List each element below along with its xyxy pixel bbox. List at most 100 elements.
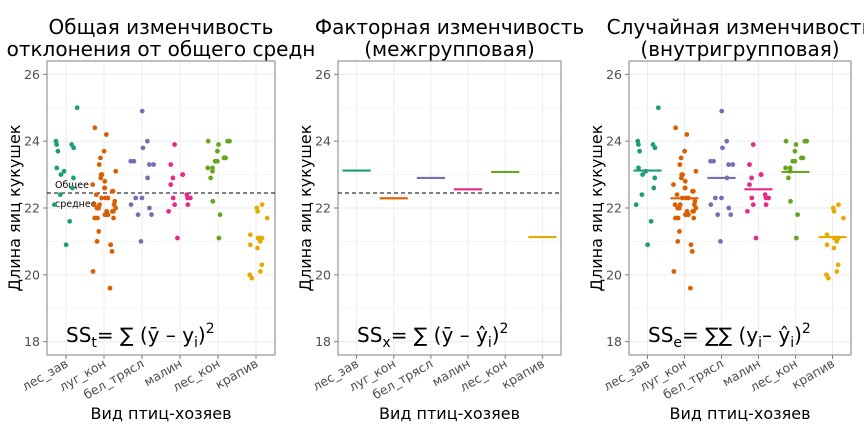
data-point: [728, 212, 734, 218]
data-point: [795, 212, 800, 218]
data-point: [168, 182, 174, 188]
data-point: [103, 212, 109, 218]
data-point: [151, 162, 156, 167]
data-point: [762, 192, 768, 198]
x-tick-label: крапив: [789, 356, 837, 392]
panel-title-line: отклонения от общего средн: [7, 37, 316, 61]
data-point: [133, 195, 139, 201]
data-point: [639, 192, 645, 198]
data-point: [138, 239, 144, 244]
data-point: [785, 175, 791, 181]
data-point: [215, 148, 220, 154]
data-point: [98, 172, 104, 177]
data-point: [834, 269, 840, 274]
data-point: [71, 175, 76, 181]
data-point: [172, 142, 178, 147]
data-point: [113, 205, 119, 211]
data-point: [651, 185, 657, 191]
data-point: [210, 168, 215, 174]
data-point: [71, 145, 77, 151]
data-point: [648, 218, 654, 224]
data-point: [690, 208, 696, 214]
data-point: [247, 242, 253, 248]
data-point: [675, 215, 681, 221]
data-point: [750, 202, 756, 208]
x-tick-label: крапив: [499, 356, 547, 392]
data-point: [636, 142, 641, 147]
data-point: [637, 148, 643, 154]
data-point: [264, 215, 270, 221]
y-tick-label: 22: [24, 201, 40, 216]
data-point: [726, 162, 732, 167]
data-point: [109, 249, 115, 254]
data-point: [131, 158, 137, 164]
data-point: [101, 148, 107, 154]
data-point: [792, 158, 798, 164]
data-point: [674, 192, 680, 198]
data-point: [216, 235, 222, 241]
data-point: [824, 242, 830, 248]
data-point: [673, 125, 678, 131]
y-tick-label: 22: [606, 201, 622, 216]
data-point: [210, 198, 216, 204]
data-point: [92, 125, 98, 131]
data-point: [835, 262, 841, 268]
data-point: [147, 205, 152, 211]
data-point: [719, 195, 724, 201]
data-point: [96, 162, 102, 167]
data-point: [214, 158, 220, 164]
data-point: [691, 215, 697, 221]
data-point: [135, 212, 141, 218]
y-tick-label: 26: [24, 67, 40, 82]
data-point: [798, 155, 804, 161]
data-point: [217, 212, 223, 218]
y-axis-label: Длина яиц кукушек: [296, 124, 315, 291]
data-point: [682, 148, 687, 154]
data-point: [221, 155, 227, 161]
y-axis-label: Длина яиц кукушек: [5, 124, 24, 291]
data-point: [111, 215, 116, 221]
data-point: [804, 138, 810, 144]
data-point: [256, 235, 262, 241]
y-tick-label: 24: [606, 134, 622, 149]
data-point: [255, 245, 260, 251]
data-point: [749, 195, 755, 201]
data-point: [110, 188, 116, 194]
grand-mean-label: Общее: [55, 180, 89, 191]
data-point: [836, 202, 841, 208]
data-point: [102, 178, 108, 184]
data-point: [166, 208, 172, 214]
data-point: [70, 185, 75, 191]
panel-title-line: Общая изменчивость: [49, 15, 274, 39]
data-point: [108, 242, 114, 248]
y-tick-label: 18: [315, 334, 331, 349]
data-point: [172, 202, 178, 208]
y-tick-label: 20: [24, 267, 40, 282]
data-point: [684, 212, 689, 218]
data-point: [636, 165, 641, 171]
grand-mean-label: среднее: [55, 199, 97, 210]
data-point: [146, 162, 152, 167]
data-point: [216, 142, 221, 147]
data-point: [840, 215, 846, 221]
data-point: [671, 269, 677, 274]
panel-title-line: (внутригрупповая): [640, 37, 839, 61]
data-point: [168, 162, 174, 167]
data-point: [67, 218, 73, 224]
data-point: [724, 138, 730, 144]
data-point: [693, 205, 699, 211]
data-point: [113, 168, 119, 174]
data-point: [753, 235, 759, 241]
data-point: [98, 155, 103, 161]
data-point: [254, 205, 260, 211]
data-point: [682, 178, 688, 184]
data-point: [645, 242, 651, 248]
data-point: [180, 172, 185, 177]
data-point: [792, 148, 798, 154]
data-point: [54, 165, 60, 171]
y-tick-label: 18: [606, 334, 622, 349]
data-point: [718, 239, 723, 244]
data-point: [259, 262, 265, 268]
data-point: [94, 239, 100, 244]
